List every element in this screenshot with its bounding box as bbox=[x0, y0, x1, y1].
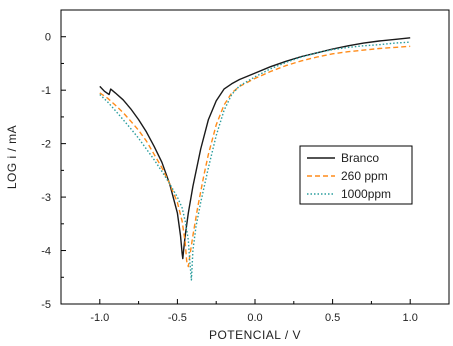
y-tick-label: -4 bbox=[41, 246, 51, 258]
x-tick-label: -1.0 bbox=[90, 312, 109, 324]
axis-ticks: -1.0 -0.5 0.0 0.5 1.0 0 -1 -2 -3 -4 -5 bbox=[41, 9, 450, 324]
legend: Branco 260 ppm 1000ppm bbox=[299, 145, 413, 205]
y-tick-label: -2 bbox=[41, 139, 51, 151]
y-tick-label: -5 bbox=[41, 299, 51, 311]
x-tick-label: 0.0 bbox=[247, 312, 262, 324]
legend-label: 1000ppm bbox=[341, 187, 391, 201]
y-tick-label: 0 bbox=[45, 32, 51, 44]
x-tick-label: 0.5 bbox=[325, 312, 340, 324]
y-tick-label: -3 bbox=[41, 192, 51, 204]
series-line-2 bbox=[99, 45, 411, 268]
x-tick-label: 1.0 bbox=[403, 312, 418, 324]
x-tick-label: -0.5 bbox=[168, 312, 187, 324]
series-lines bbox=[99, 37, 411, 281]
legend-label: 260 ppm bbox=[341, 169, 388, 183]
y-axis-title: LOG i / mA bbox=[5, 125, 19, 189]
legend-label: Branco bbox=[341, 151, 379, 165]
x-axis-title: POTENCIAL / V bbox=[209, 328, 301, 342]
y-tick-label: -1 bbox=[41, 85, 51, 97]
